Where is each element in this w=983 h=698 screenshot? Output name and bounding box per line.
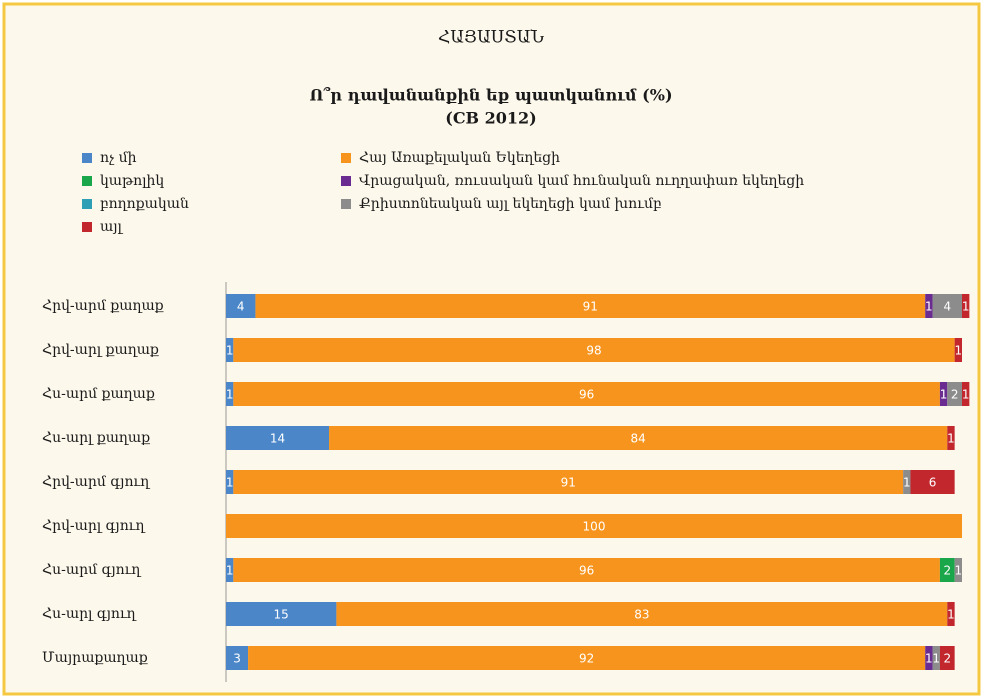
bar-segment — [954, 558, 962, 582]
chart-subtitle: Ո՞ր դավանանքին եք պատկանում (%) — [309, 86, 672, 105]
value-label: 1 — [954, 564, 962, 578]
value-label: 83 — [634, 608, 649, 622]
chart-subtitle: (CB 2012) — [445, 109, 537, 128]
bar-segment — [336, 602, 948, 626]
bar-segment — [226, 470, 234, 494]
legend-swatch — [82, 199, 92, 209]
legend-swatch — [341, 176, 351, 186]
category-label: Հրվ-արլ քաղաք — [42, 342, 159, 358]
legend-swatch — [341, 153, 351, 163]
value-label: 91 — [583, 300, 598, 314]
legend-label: այլ — [100, 219, 124, 235]
bar-segment — [962, 382, 970, 406]
bar-segment — [226, 558, 234, 582]
bar-segment — [329, 426, 948, 450]
value-label: 98 — [586, 344, 601, 358]
value-label: 4 — [237, 300, 245, 314]
category-label: Հս-արլ գյուղ — [42, 606, 137, 622]
value-label: 1 — [947, 608, 955, 622]
value-label: 96 — [579, 564, 594, 578]
category-label: Մայրաքաղաք — [42, 650, 148, 666]
category-label: Հս-արմ քաղաք — [42, 386, 155, 402]
value-label: 3 — [233, 652, 241, 666]
bar-segment — [226, 294, 256, 318]
bar-segment — [925, 646, 933, 670]
value-label: 1 — [226, 388, 234, 402]
value-label: 1 — [962, 388, 970, 402]
bar-segment — [962, 294, 970, 318]
bar-segment — [233, 470, 904, 494]
bar-segment — [947, 426, 955, 450]
value-label: 14 — [270, 432, 285, 446]
value-label: 1 — [226, 344, 234, 358]
legend-swatch — [341, 199, 351, 209]
bar-segment — [939, 646, 955, 670]
bar-segment — [233, 382, 940, 406]
bar-segment — [932, 646, 940, 670]
value-label: 84 — [631, 432, 646, 446]
value-label: 15 — [274, 608, 289, 622]
value-label: 6 — [929, 476, 937, 490]
bar-segment — [954, 338, 962, 362]
bar-segment — [248, 646, 926, 670]
value-label: 1 — [954, 344, 962, 358]
value-label: 2 — [943, 652, 951, 666]
value-label: 1 — [932, 652, 940, 666]
category-label: Հս-արմ գյուղ — [42, 562, 141, 578]
value-label: 100 — [583, 520, 606, 534]
value-label: 1 — [940, 388, 948, 402]
value-label: 92 — [579, 652, 594, 666]
legend-label: բողոքական — [100, 196, 189, 212]
bar-segment — [939, 382, 948, 406]
value-label: 1 — [925, 300, 933, 314]
value-label: 1 — [226, 476, 234, 490]
bar-segment — [226, 514, 962, 538]
category-label: Հրվ-արմ քաղաք — [42, 298, 164, 314]
bar-segment — [255, 294, 926, 318]
bar-segment — [233, 338, 955, 362]
legend-label: ոչ մի — [100, 150, 137, 166]
value-label: 1 — [962, 300, 970, 314]
legend-label: Հայ Առաքելական Եկեղեցի — [359, 150, 560, 166]
bar-segment — [233, 558, 940, 582]
legend-swatch — [82, 153, 92, 163]
bar-segment — [947, 382, 962, 406]
legend-label: կաթոլիկ — [100, 173, 164, 189]
legend-swatch — [82, 222, 92, 232]
value-label: 96 — [579, 388, 594, 402]
bar-segment — [226, 646, 249, 670]
category-label: Հս-արլ քաղաք — [42, 430, 150, 446]
category-label: Հրվ-արլ գյուղ — [42, 518, 146, 534]
bar-segment — [925, 294, 933, 318]
value-label: 1 — [947, 432, 955, 446]
bar-segment — [226, 426, 330, 450]
bar-segment — [939, 558, 955, 582]
legend-label: Վրացական, ռուսական կամ հունական ուղղափառ… — [359, 173, 804, 189]
value-label: 2 — [943, 564, 951, 578]
bar-segment — [226, 602, 337, 626]
category-label: Հրվ-արմ գյուղ — [42, 474, 150, 490]
bar-segment — [932, 294, 962, 318]
chart-title: ՀԱՅԱՍՏԱՆ — [438, 28, 545, 48]
legend-label: Քրիստոնեական այլ եկեղեցի կամ խումբ — [359, 196, 662, 212]
bar-segment — [903, 470, 911, 494]
value-label: 4 — [943, 300, 951, 314]
bar-segment — [947, 602, 955, 626]
bar-segment — [910, 470, 955, 494]
value-label: 1 — [226, 564, 234, 578]
value-label: 1 — [903, 476, 911, 490]
value-label: 2 — [951, 388, 959, 402]
bar-segment — [226, 338, 234, 362]
value-label: 91 — [561, 476, 576, 490]
bar-segment — [226, 382, 234, 406]
legend-swatch — [82, 176, 92, 186]
value-label: 1 — [925, 652, 933, 666]
